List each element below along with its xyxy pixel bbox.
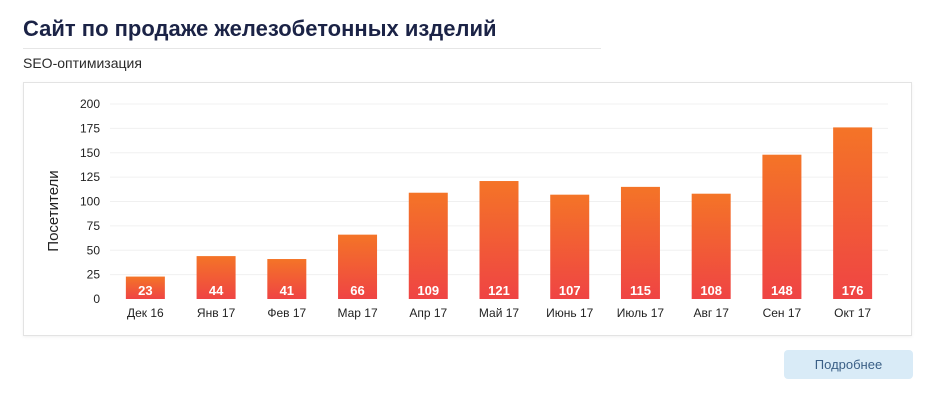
bar — [620, 186, 660, 299]
x-tick-label: Июнь 17 — [546, 306, 594, 320]
bar-data-label: 109 — [417, 283, 439, 298]
x-tick-label: Май 17 — [479, 306, 520, 320]
bar — [479, 181, 519, 299]
y-tick-label: 0 — [93, 292, 100, 306]
page-title: Сайт по продаже железобетонных изделий — [23, 16, 497, 41]
bar-data-label: 115 — [630, 283, 651, 298]
x-tick-label: Апр 17 — [409, 306, 447, 320]
y-tick-label: 75 — [87, 219, 101, 233]
x-tick-label: Окт 17 — [834, 306, 871, 320]
x-tick-label: Дек 16 — [127, 306, 164, 320]
y-tick-label: 125 — [80, 170, 100, 184]
x-tick-label: Мар 17 — [337, 306, 377, 320]
chart-panel: 0 25 50 75 100 125 150 175 200 23 Дек 16 44 Янв 17 4… — [23, 82, 912, 336]
x-tick-label: Июль 17 — [617, 306, 665, 320]
bar-data-label: 23 — [138, 283, 152, 298]
bar-data-label: 108 — [700, 283, 722, 298]
bar-data-label: 107 — [559, 283, 581, 298]
bar-data-label: 66 — [350, 283, 364, 298]
bar-data-label: 121 — [488, 283, 510, 298]
more-details-button[interactable]: Подробнее — [784, 350, 913, 379]
y-tick-label: 100 — [80, 195, 100, 209]
bar-data-label: 148 — [771, 283, 793, 298]
y-tick-label: 200 — [80, 97, 100, 111]
y-tick-label: 50 — [87, 243, 101, 257]
x-tick-label: Сен 17 — [763, 306, 802, 320]
bar — [833, 127, 873, 300]
x-tick-label: Авг 17 — [693, 306, 729, 320]
y-tick-label: 150 — [80, 146, 100, 160]
x-tick-label: Фев 17 — [267, 306, 306, 320]
bar — [550, 194, 590, 299]
y-tick-label: 25 — [87, 268, 101, 282]
page-subtitle: SEO-оптимизация — [23, 55, 142, 71]
bar — [408, 192, 448, 299]
title-divider — [23, 48, 601, 49]
bar — [338, 234, 378, 299]
y-tick-label: 175 — [80, 121, 100, 135]
bar — [762, 154, 802, 299]
bar — [196, 256, 236, 299]
y-axis-label: Посетители — [45, 170, 62, 251]
x-tick-label: Янв 17 — [197, 306, 236, 320]
bar-data-label: 44 — [209, 283, 224, 298]
visitors-bar-chart: 0 25 50 75 100 125 150 175 200 23 Дек 16 44 Янв 17 4… — [45, 97, 888, 320]
bar — [125, 276, 165, 299]
bar — [691, 193, 731, 299]
bar-data-label: 41 — [280, 283, 294, 298]
bar-data-label: 176 — [842, 283, 864, 298]
bar — [267, 259, 307, 299]
